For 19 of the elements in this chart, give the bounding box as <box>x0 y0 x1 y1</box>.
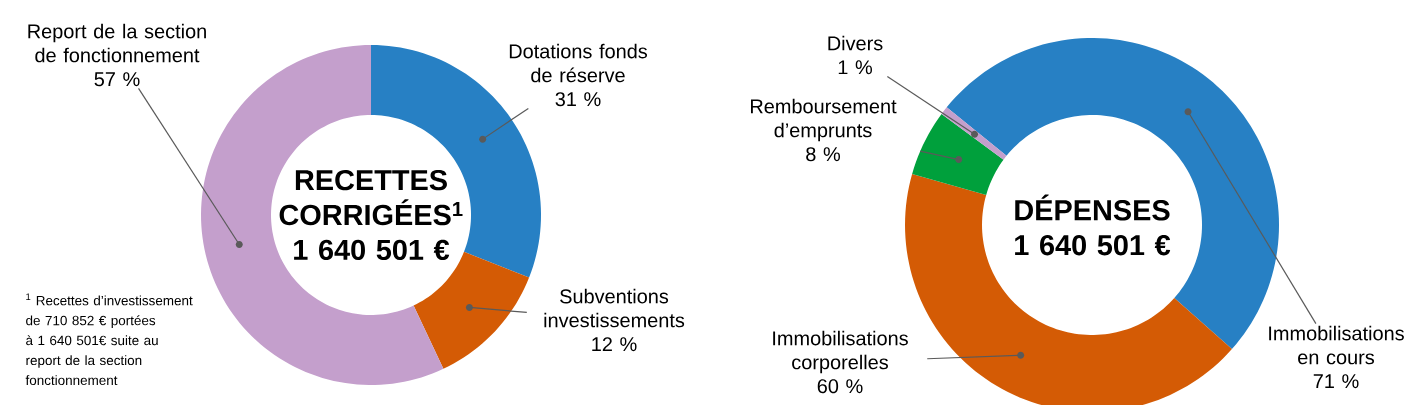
data-label: 31 % <box>555 92 601 107</box>
text: $^{1}$ Recettes d’investissement de 710 852 € portées à 1 640 501€ suite au report de la section fonctionnement <box>25 293 193 386</box>
data-label: 60 % <box>817 379 863 394</box>
slice-label: Immobilisations corporelles <box>773 330 908 374</box>
slice-label: Subventions investissements <box>544 288 685 328</box>
slice-label: Report de la section de fonctionnement <box>28 23 206 63</box>
text: RECETTES CORRIGÉES$^{1}$ <box>279 169 463 226</box>
data-label: 71 % <box>1313 374 1359 389</box>
data-label: 57 % <box>94 72 140 87</box>
slice-label: Divers <box>828 35 883 51</box>
slice-label: Dotations fonds de réserve <box>509 43 648 83</box>
slice-label: Immobilisations en cours <box>1269 325 1404 365</box>
text: DÉPENSES <box>1015 194 1170 221</box>
text: 1 640 501 € <box>1015 234 1171 256</box>
data-label: 12 % <box>592 337 637 352</box>
data-label: 1 % <box>838 60 872 75</box>
data-label: 8 % <box>806 147 840 162</box>
text: 1 640 501 € <box>294 239 450 261</box>
slice-label: Remboursement d’emprunts <box>751 98 897 142</box>
